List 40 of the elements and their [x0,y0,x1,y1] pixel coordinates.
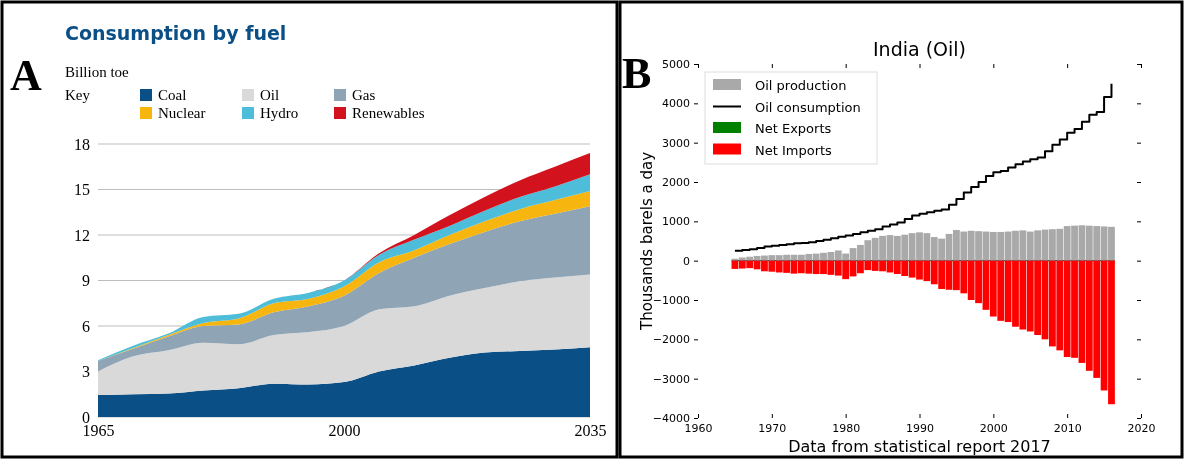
x-tick-label: 2020 [1127,421,1156,435]
y-tick-label: −2000 [652,333,690,347]
x-tick-label: 1970 [758,421,787,435]
y-tick-label: 4000 [662,97,690,111]
y-tick-label: 18 [74,135,90,153]
legend-label: Oil consumption [755,99,861,115]
legend-label: Coal [158,87,187,103]
legend-label: Oil [260,87,280,103]
text: A [10,51,42,100]
chart-title: India (Oil) [872,38,967,60]
y-axis-title: Billion toe [65,64,130,80]
legend-label: Net Exports [755,121,832,136]
y-tick-label: 15 [74,181,90,198]
x-tick-label: 1990 [906,421,934,435]
legend-title: Key [65,87,91,103]
x-tick-label: 1960 [684,421,713,435]
y-tick-label: 5000 [662,58,690,72]
y-tick-label: 6 [82,317,90,335]
x-tick-label: 2000 [328,422,361,440]
legend-label: Hydro [260,105,299,121]
legend-label: Oil production [755,78,847,93]
legend-label: Gas [352,87,376,103]
y-tick-label: 9 [82,272,90,289]
chart-title: Consumption by fuel [65,22,287,44]
legend-label: Renewables [352,105,425,121]
y-tick-label: 1000 [662,215,690,229]
text: B [622,49,652,98]
y-tick-label: 3 [82,363,90,380]
y-tick-label: 12 [74,226,90,244]
legend-label: Nuclear [158,105,206,121]
y-tick-label: −3000 [652,372,690,386]
x-tick-label: 2035 [574,422,607,440]
x-tick-label: 2010 [1053,421,1082,435]
y-tick-label: 3000 [662,136,690,150]
y-tick-label: 0 [683,254,690,268]
legend-label: Net Imports [755,142,833,158]
y-tick-label: 2000 [662,176,690,190]
x-tick-label: 2000 [979,421,1008,435]
x-tick-label: 1980 [832,421,861,435]
x-axis-title: Data from statistical report 2017 [788,437,1051,456]
